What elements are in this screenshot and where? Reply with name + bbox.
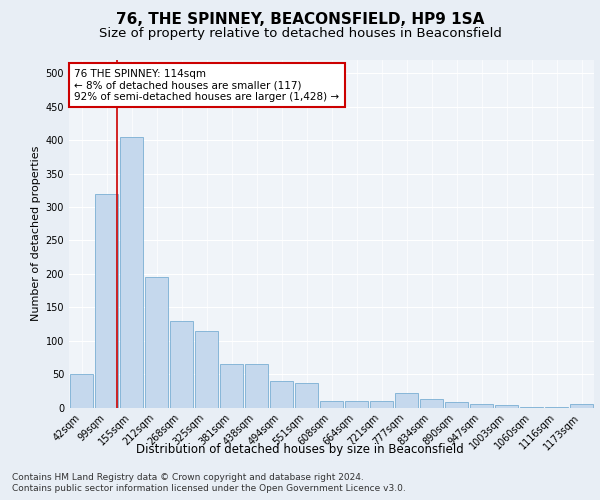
Bar [145, 277, 168, 407]
Bar [220, 364, 243, 408]
Bar [370, 401, 393, 407]
Text: 76, THE SPINNEY, BEACONSFIELD, HP9 1SA: 76, THE SPINNEY, BEACONSFIELD, HP9 1SA [116, 12, 484, 28]
Bar [70, 374, 93, 408]
Bar [245, 364, 268, 408]
Bar [570, 404, 593, 407]
Bar [470, 404, 493, 407]
Text: Size of property relative to detached houses in Beaconsfield: Size of property relative to detached ho… [98, 28, 502, 40]
Bar [420, 400, 443, 407]
Bar [120, 137, 143, 407]
Text: Contains HM Land Registry data © Crown copyright and database right 2024.: Contains HM Land Registry data © Crown c… [12, 472, 364, 482]
Text: 76 THE SPINNEY: 114sqm
← 8% of detached houses are smaller (117)
92% of semi-det: 76 THE SPINNEY: 114sqm ← 8% of detached … [74, 68, 340, 102]
Bar [95, 194, 118, 408]
Bar [345, 401, 368, 407]
Text: Distribution of detached houses by size in Beaconsfield: Distribution of detached houses by size … [136, 442, 464, 456]
Bar [295, 383, 318, 407]
Text: Contains public sector information licensed under the Open Government Licence v3: Contains public sector information licen… [12, 484, 406, 493]
Bar [495, 406, 518, 407]
Bar [320, 401, 343, 407]
Bar [195, 330, 218, 407]
Bar [170, 320, 193, 408]
Bar [270, 381, 293, 407]
Y-axis label: Number of detached properties: Number of detached properties [31, 146, 41, 322]
Bar [445, 402, 468, 407]
Bar [545, 407, 568, 408]
Bar [520, 407, 543, 408]
Bar [395, 393, 418, 407]
